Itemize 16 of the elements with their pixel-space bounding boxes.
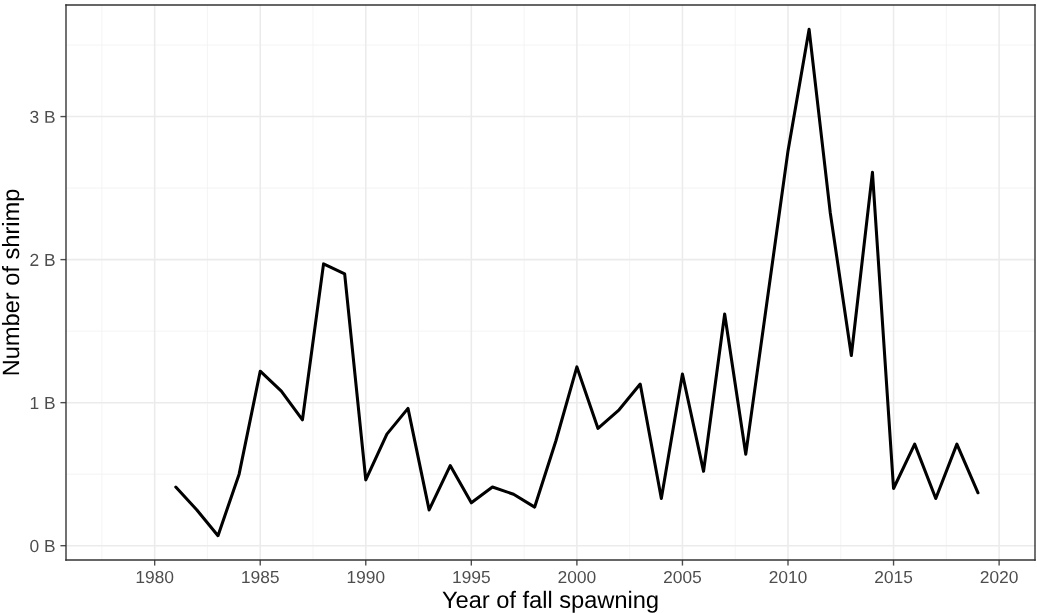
y-axis-title: Number of shrimp bbox=[1, 189, 24, 375]
x-tick-label: 1995 bbox=[453, 570, 490, 584]
y-tick-label: 1 B bbox=[30, 397, 55, 409]
x-tick-label: 1985 bbox=[242, 570, 279, 584]
x-axis-title: Year of fall spawning bbox=[442, 590, 658, 613]
x-tick-label: 1990 bbox=[347, 570, 385, 584]
x-tick-label: 2000 bbox=[558, 570, 596, 584]
line-series bbox=[174, 27, 980, 538]
x-tick-label: 2020 bbox=[980, 570, 1018, 584]
x-tick-label: 2015 bbox=[875, 570, 913, 584]
y-tick-label: 3 B bbox=[30, 110, 55, 124]
x-tick-label: 1980 bbox=[136, 570, 174, 584]
x-tick-label: 2005 bbox=[664, 570, 702, 584]
x-tick-label: 2010 bbox=[769, 570, 807, 584]
y-tick-label: 2 B bbox=[30, 253, 55, 266]
y-tick-label: 0 B bbox=[30, 539, 55, 553]
